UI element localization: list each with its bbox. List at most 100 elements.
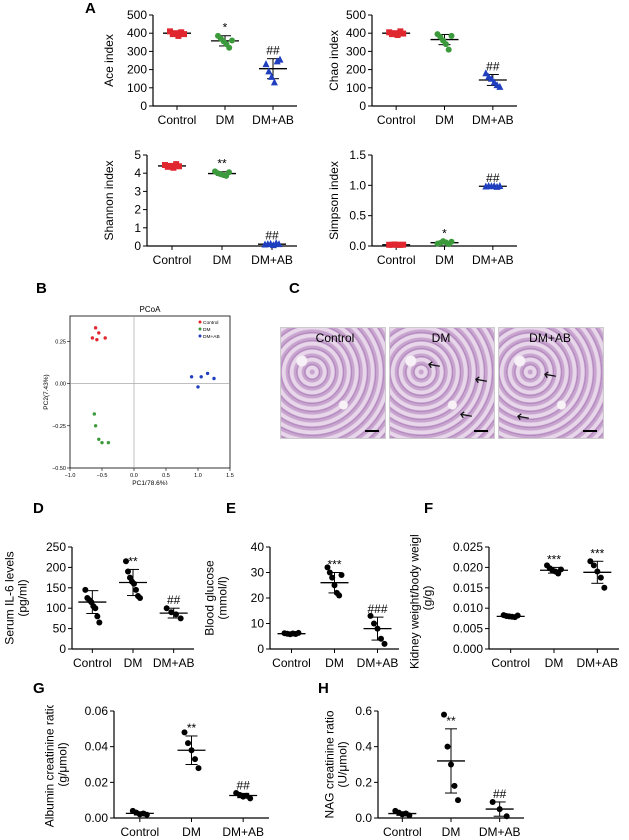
- y-tick-label: 0.020: [453, 560, 483, 574]
- significance-label: ##: [486, 171, 500, 185]
- legend-label: Control: [203, 320, 218, 326]
- significance-label: *: [442, 226, 447, 240]
- y-tick-label: 30: [251, 566, 265, 580]
- data-point: [97, 437, 101, 441]
- data-point: [176, 163, 182, 170]
- panel-letter-g: G: [33, 680, 45, 697]
- data-point: [97, 331, 101, 335]
- y-axis-label: Ace index: [102, 34, 116, 87]
- x-tick-label: Control: [377, 113, 416, 127]
- y-tick-label: 10: [251, 617, 265, 631]
- significance-label: **: [446, 714, 456, 728]
- x-tick-label: Control: [383, 825, 422, 839]
- data-point: [273, 57, 281, 65]
- y-tick-label: 200: [346, 63, 366, 77]
- data-point: [558, 566, 564, 573]
- data-point: [275, 240, 283, 248]
- y-tick-label: 2: [134, 203, 141, 217]
- x-tick-label: 0.5: [162, 473, 170, 479]
- shannon-index-chart: 0 1 2 3 4 5 Shannon index Control DM ** DM+AB ##: [102, 148, 297, 267]
- data-point: [92, 605, 99, 612]
- data-point: [270, 78, 278, 86]
- data-point: [137, 595, 143, 601]
- data-point: [503, 813, 510, 820]
- data-point: [177, 615, 184, 622]
- y-tick-label: 0.25: [55, 339, 66, 345]
- chart-title: PCoA: [140, 305, 162, 314]
- data-point: [123, 558, 129, 565]
- data-point: [100, 440, 104, 445]
- y-tick-label: 100: [46, 601, 66, 615]
- y-tick-label: 5: [134, 148, 141, 162]
- significance-label: ***: [547, 552, 561, 566]
- y-tick-label: 40: [251, 540, 265, 554]
- data-point: [131, 580, 137, 587]
- y-tick-label: 0.015: [453, 581, 483, 595]
- x-tick-label: DM+AB: [222, 825, 264, 839]
- y-tick-label: 250: [46, 540, 66, 554]
- data-point: [374, 625, 381, 632]
- data-point: [496, 181, 504, 189]
- x-tick-label: DM+AB: [357, 656, 399, 670]
- data-point: [268, 72, 276, 80]
- data-point: [175, 32, 182, 39]
- x-tick-label: 1.5: [226, 473, 234, 479]
- data-point: [394, 32, 401, 39]
- data-point: [181, 729, 188, 736]
- y-tick-label: 0.5: [349, 209, 366, 223]
- significance-label: ***: [590, 546, 604, 560]
- significance-label: *: [223, 21, 228, 35]
- y-axis-label: Shannon index: [102, 160, 116, 240]
- data-point: [448, 761, 454, 768]
- data-point: [295, 629, 302, 636]
- x-tick-label: Control: [153, 253, 192, 267]
- y-tick-label: 0.2: [355, 775, 372, 789]
- x-tick-label: DM: [213, 253, 232, 267]
- data-point: [93, 424, 98, 428]
- y-tick-label: 0: [257, 642, 264, 656]
- data-point: [95, 337, 99, 342]
- significance-label: ##: [265, 228, 279, 242]
- y-tick-label: 500: [346, 8, 366, 22]
- data-point: [96, 619, 103, 626]
- data-point: [173, 611, 179, 618]
- data-point: [448, 32, 455, 39]
- legend-marker: [198, 334, 202, 338]
- data-point: [489, 798, 496, 805]
- y-axis-label: NAG creatinine ratio(U/μmol): [322, 710, 349, 818]
- significance-label: ##: [167, 593, 181, 607]
- blood-glucose-chart: 0 10 20 30 40 Blood glucose(mmol/l) Control DM *…: [202, 540, 399, 670]
- histology-label-dm: DM: [431, 331, 451, 345]
- x-tick-label: DM: [124, 656, 143, 670]
- y-tick-label: 0.0: [355, 811, 372, 825]
- scale-bar: [583, 430, 597, 432]
- y-axis-label: Kidney weight/body weight(g/g): [407, 535, 434, 669]
- x-tick-label: DM+AB: [479, 825, 521, 839]
- significance-label: **: [217, 157, 227, 171]
- x-tick-label: Control: [491, 656, 530, 670]
- data-point: [94, 613, 101, 620]
- y-tick-label: 0.005: [453, 622, 483, 636]
- scale-bar: [365, 430, 379, 432]
- kidney-weight-chart: 0.000 0.005 0.010 0.015 0.020 0.025 Kidney wei…: [407, 535, 619, 670]
- y-tick-label: 200: [127, 63, 147, 77]
- x-tick-label: −1.0: [65, 473, 76, 479]
- y-tick-label: 4: [134, 166, 141, 180]
- panel-letter-c: C: [289, 280, 300, 297]
- legend-label: DM+AB: [203, 334, 220, 340]
- significance-label: ***: [327, 558, 341, 572]
- y-tick-label: 0: [134, 239, 141, 253]
- y-tick-label: 400: [346, 26, 366, 40]
- y-axis-label: PC2(7.43%): [43, 374, 50, 409]
- x-tick-label: −0.5: [97, 473, 108, 479]
- panel-letter-d: D: [33, 500, 44, 517]
- data-point: [336, 592, 343, 599]
- scale-bar: [474, 430, 488, 432]
- data-point: [371, 620, 377, 627]
- y-tick-label: 500: [127, 8, 147, 22]
- significance-label: **: [128, 554, 138, 568]
- panel-letter-b: B: [36, 280, 47, 297]
- data-point: [324, 564, 331, 571]
- y-tick-label: 0.04: [85, 740, 109, 754]
- x-tick-label: DM+AB: [251, 253, 293, 267]
